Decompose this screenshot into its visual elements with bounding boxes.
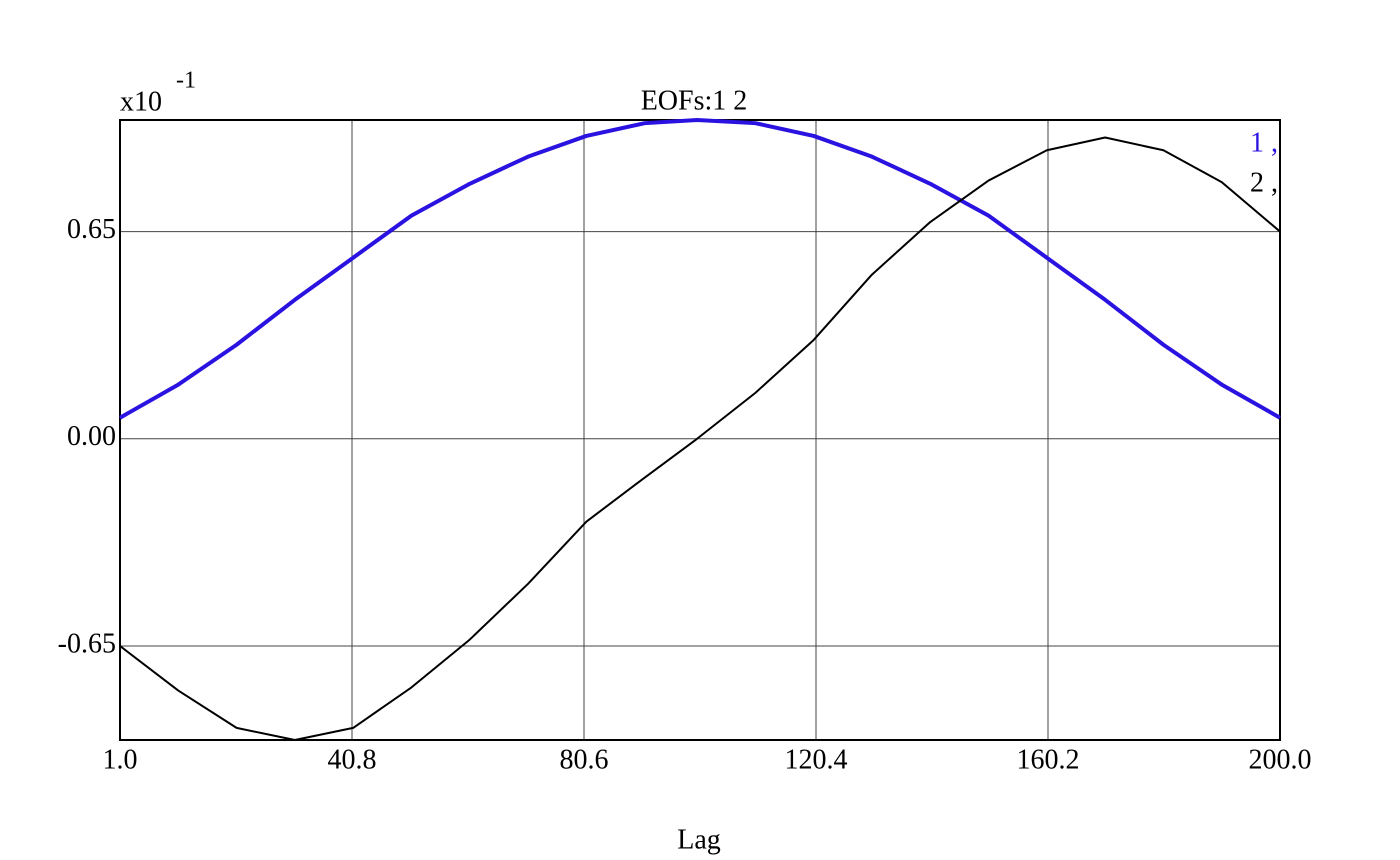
x-tick-label: 40.8 bbox=[328, 744, 377, 775]
x-tick-label: 160.2 bbox=[1017, 744, 1080, 775]
legend-entry: 2 , bbox=[1250, 167, 1278, 198]
y-multiplier-exponent: -1 bbox=[176, 68, 196, 94]
x-tick-label: 1.0 bbox=[103, 744, 138, 775]
y-tick-label: 0.65 bbox=[67, 214, 116, 245]
x-tick-label: 200.0 bbox=[1249, 744, 1312, 775]
series-line bbox=[119, 118, 1281, 420]
series-line bbox=[119, 136, 1281, 741]
y-multiplier: x10 bbox=[120, 86, 162, 117]
x-tick-label: 80.6 bbox=[560, 744, 609, 775]
chart-title: EOFs:1 2 bbox=[641, 85, 748, 116]
y-tick-label: 0.00 bbox=[67, 421, 116, 452]
y-tick-label: -0.65 bbox=[58, 628, 116, 659]
legend-entry: 1 , bbox=[1250, 127, 1278, 158]
x-axis-label: Lag bbox=[677, 824, 721, 855]
x-tick-label: 120.4 bbox=[785, 744, 848, 775]
plot-frame bbox=[119, 119, 1281, 741]
